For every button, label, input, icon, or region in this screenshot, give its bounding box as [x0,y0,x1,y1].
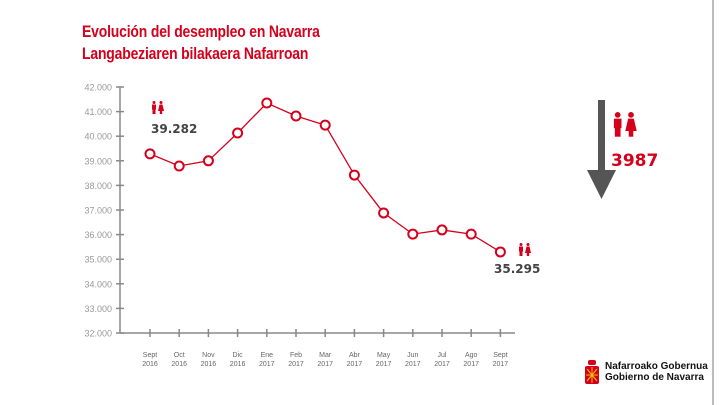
people-icon [152,101,164,114]
y-tick-label: 42.000 [84,83,112,93]
data-point [436,224,448,236]
x-tick-label-year: 2017 [317,361,333,368]
people-icon [519,243,531,256]
people-icon [613,112,637,137]
x-tick-label-year: 2017 [493,361,509,368]
y-tick-label: 35.000 [84,255,112,265]
y-tick-label: 41.000 [84,107,112,117]
x-tick-label-year: 2016 [230,361,246,368]
y-tick-label: 38.000 [84,181,112,191]
logo-line-1: Nafarroako Gobernua [605,361,708,372]
data-point [494,246,506,258]
x-tick-label-year: 2017 [463,361,479,368]
decrease-arrow-head [587,170,616,199]
data-point [173,160,185,172]
x-tick-label-month: Jul [438,352,447,359]
y-tick-label: 36.000 [84,230,112,240]
x-tick-label-month: Ago [465,352,478,359]
x-tick-label-year: 2017 [347,361,363,368]
x-tick-label-month: Feb [290,352,302,359]
end-value-label: 35.295 [494,262,540,276]
y-tick-label: 34.000 [84,279,112,289]
decrease-arrow-shaft [598,100,605,170]
data-point [319,119,331,131]
x-tick-label-year: 2016 [201,361,217,368]
y-tick-label: 32.000 [84,329,112,339]
logo-line-2: Gobierno de Navarra [605,372,704,383]
data-point [202,155,214,167]
x-tick-label-year: 2017 [376,361,392,368]
start-value-label: 39.282 [151,122,197,136]
data-point [261,97,273,109]
x-tick-label-month: Sept [143,352,157,359]
title-basque: Langabeziaren bilakaera Nafarroan [82,44,309,63]
data-point [465,228,477,240]
y-tick-label: 37.000 [84,206,112,216]
navarra-coat-of-arms-icon [585,360,599,384]
y-tick-label: 40.000 [84,132,112,142]
x-tick-label-month: Ene [261,352,274,359]
x-tick-label-month: Sept [493,352,507,359]
data-point [407,228,419,240]
x-tick-label-year: 2017 [405,361,421,368]
title-spanish: Evolución del desempleo en Navarra [82,22,320,41]
y-tick-label: 33.000 [84,304,112,314]
y-tick-label: 39.000 [84,156,112,166]
frame-border [712,0,714,405]
x-tick-label-month: Oct [174,352,185,359]
x-tick-label-year: 2017 [259,361,275,368]
x-tick-label-year: 2017 [288,361,304,368]
decrease-value-label: 3987 [611,151,658,171]
x-tick-label-year: 2016 [171,361,187,368]
x-tick-label-month: Mar [319,352,332,359]
data-point [290,110,302,122]
x-tick-label-year: 2017 [434,361,450,368]
x-tick-label-month: Abr [349,352,361,359]
data-point [232,127,244,139]
data-point [378,207,390,219]
logo: Nafarroako Gobernua Gobierno de Navarra [584,360,708,384]
data-point [348,169,360,181]
x-tick-label-year: 2016 [142,361,158,368]
x-tick-label-month: Dic [233,352,244,359]
x-tick-label-month: Jun [407,352,418,359]
data-point [144,148,156,160]
x-tick-label-month: May [377,352,391,359]
x-tick-label-month: Nov [202,352,215,359]
